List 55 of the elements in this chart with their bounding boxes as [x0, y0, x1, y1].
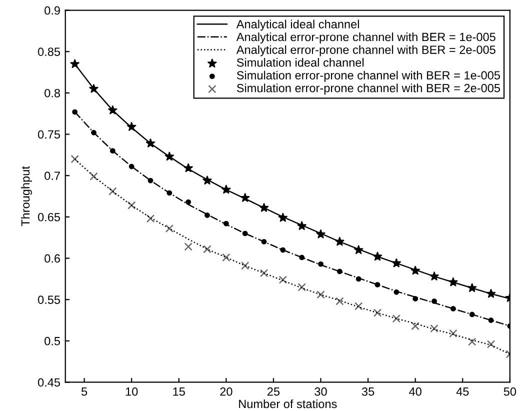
- point: [240, 262, 250, 270]
- point: [146, 214, 155, 223]
- point: [165, 224, 174, 233]
- point: [449, 329, 458, 338]
- y-axis-title: Throughput: [20, 166, 32, 226]
- y-tick-label: 0.5: [44, 336, 60, 346]
- point: [203, 245, 212, 254]
- y-tick-label: 0.65: [38, 212, 60, 222]
- point: [90, 172, 98, 181]
- point: [468, 338, 476, 346]
- legend-label: Simulation error-prone channel with BER = 2e-005: [236, 84, 500, 95]
- x-axis-title: Number of stations: [239, 399, 337, 408]
- point: [278, 276, 288, 284]
- point: [411, 322, 420, 330]
- x-tick-label: 25: [267, 387, 280, 396]
- y-tick-label: 0.7: [44, 172, 60, 180]
- point: [184, 242, 192, 251]
- x-tick-label: 40: [409, 387, 422, 396]
- point: [70, 154, 79, 164]
- y-tick-label: 0.9: [44, 6, 60, 15]
- point: [298, 283, 306, 292]
- x-tick-label: 45: [456, 388, 469, 396]
- y-tick-label: 0.85: [38, 48, 60, 56]
- point: [486, 340, 496, 348]
- point: [392, 314, 401, 323]
- y-tick-label: 0.55: [38, 296, 60, 304]
- x-tick-label: 35: [362, 387, 374, 396]
- legend-label: Analytical ideal channel: [236, 20, 359, 31]
- legend-label: Analytical error-prone channel with BER = 2e-005: [236, 45, 496, 56]
- point: [108, 187, 117, 196]
- x-tick-label: 15: [173, 388, 185, 396]
- x-tick-label: 50: [504, 387, 516, 396]
- y-tick-label: 0.8: [44, 88, 60, 98]
- x-tick-label: 5: [81, 388, 88, 396]
- point: [186, 199, 192, 205]
- point: [127, 201, 136, 210]
- y-tick-label: 0.75: [38, 130, 60, 139]
- point: [336, 297, 344, 306]
- y-tick-label: 0.45: [38, 378, 60, 387]
- x-tick-label: 10: [126, 387, 138, 396]
- legend-label: Simulation ideal channel: [236, 58, 364, 67]
- point: [222, 253, 230, 262]
- x-tick-label: 20: [220, 387, 232, 396]
- point: [373, 308, 382, 317]
- x-tick-label: 30: [314, 387, 327, 396]
- y-tick-label: 0.6: [44, 254, 60, 263]
- legend-label: Simulation error-prone channel with BER = 1e-005: [236, 70, 500, 82]
- point: [316, 290, 325, 299]
- legend-label: Analytical error-prone channel with BER = 1e-005: [236, 32, 496, 44]
- point: [430, 324, 438, 333]
- point: [260, 269, 268, 278]
- point: [354, 302, 363, 310]
- point: [412, 296, 418, 302]
- point: [432, 298, 437, 304]
- point: [204, 212, 210, 218]
